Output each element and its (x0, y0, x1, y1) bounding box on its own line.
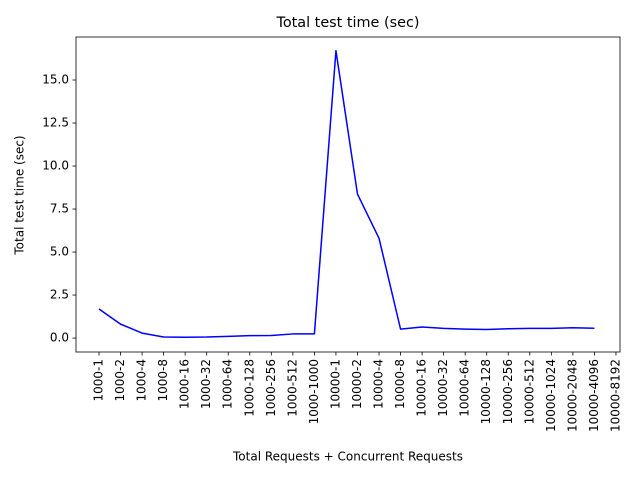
x-tick-label: 1000-2 (113, 359, 127, 402)
x-tick-label: 10000-1024 (544, 359, 558, 432)
y-tick-label: 5.0 (50, 245, 69, 259)
x-tick-label: 10000-4096 (587, 359, 601, 432)
x-tick-label: 1000-128 (242, 359, 256, 417)
y-tick-label: 10.0 (42, 159, 69, 173)
y-tick-label: 0.0 (50, 331, 69, 345)
x-tick-label: 10000-128 (479, 359, 493, 424)
x-tick-label: 1000-1 (92, 359, 106, 402)
x-tick-label: 10000-512 (522, 359, 536, 424)
y-tick-label: 2.5 (50, 288, 69, 302)
x-tick-label: 1000-16 (178, 359, 192, 409)
x-tick-label: 10000-1 (328, 359, 342, 409)
plot-frame (75, 36, 621, 353)
x-tick-label: 1000-4 (135, 359, 149, 402)
y-tick-label: 12.5 (42, 116, 69, 130)
x-tick-label: 10000-2 (350, 359, 364, 409)
x-tick-label: 10000-4 (372, 359, 386, 409)
chart-title: Total test time (sec) (276, 15, 420, 31)
x-tick-label: 1000-64 (221, 359, 235, 409)
x-tick-label: 10000-64 (458, 359, 472, 417)
y-axis-label: Total test time (sec) (13, 135, 27, 255)
x-tick-label: 10000-256 (501, 359, 515, 424)
x-axis-label: Total Requests + Concurrent Requests (232, 450, 463, 464)
x-tick-label: 10000-16 (415, 359, 429, 417)
x-tick-label: 1000-512 (285, 359, 299, 417)
x-tick-label: 1000-8 (156, 359, 170, 402)
x-tick-label: 10000-8192 (608, 359, 622, 432)
x-tick-label: 1000-32 (199, 359, 213, 409)
x-tick-label: 1000-256 (264, 359, 278, 417)
y-tick-label: 7.5 (50, 202, 69, 216)
x-tick-label: 1000-1000 (307, 359, 321, 424)
x-tick-label: 10000-2048 (565, 359, 579, 432)
y-tick-label: 15.0 (42, 73, 69, 87)
line (98, 50, 595, 338)
x-tick-label: 10000-8 (393, 359, 407, 409)
x-tick-label: 10000-32 (436, 359, 450, 417)
